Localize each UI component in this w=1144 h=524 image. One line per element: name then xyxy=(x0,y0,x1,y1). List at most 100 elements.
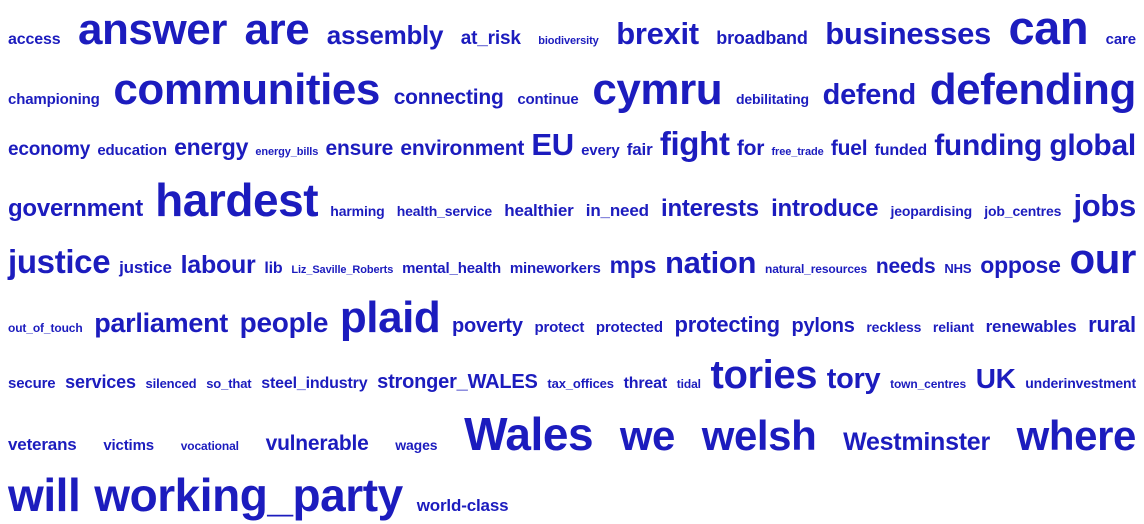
cloud-word: brexit xyxy=(616,16,699,51)
cloud-word: biodiversity xyxy=(538,35,599,47)
cloud-word: mental_health xyxy=(402,260,501,277)
cloud-word: championing xyxy=(8,90,100,108)
cloud-word: access xyxy=(8,31,61,48)
cloud-word: Wales xyxy=(464,407,594,460)
cloud-word: job_centres xyxy=(984,202,1062,219)
cloud-word: protecting xyxy=(674,311,780,337)
cloud-word: vocational xyxy=(180,438,239,453)
cloud-word: are xyxy=(244,5,310,54)
cloud-word: interests xyxy=(661,194,759,222)
cloud-word: mineworkers xyxy=(509,260,601,277)
cloud-word: ensure xyxy=(325,137,394,160)
cloud-word: NHS xyxy=(944,261,972,276)
cloud-word: introduce xyxy=(771,194,879,222)
cloud-word: jobs xyxy=(1073,187,1136,223)
cloud-word: economy xyxy=(8,139,91,160)
cloud-word: EU xyxy=(531,127,574,162)
cloud-row: veterans victims vocational vulnerable wages… xyxy=(8,411,1136,457)
cloud-word: renewables xyxy=(985,316,1077,336)
cloud-word: health_service xyxy=(396,202,493,219)
cloud-word: our xyxy=(1069,235,1137,282)
cloud-word: natural_resources xyxy=(765,262,868,276)
cloud-word: will xyxy=(8,469,81,521)
cloud-row: government hardest harming health_service he… xyxy=(8,177,1136,223)
cloud-word: healthier xyxy=(504,200,574,220)
cloud-row: championing communities connecting continue… xyxy=(8,64,1137,114)
cloud-word: continue xyxy=(517,90,579,108)
cloud-word: plaid xyxy=(339,292,441,342)
cloud-row: justice justice labour lib Liz_Saville_Rober… xyxy=(8,238,1136,280)
cloud-word: oppose xyxy=(980,252,1061,278)
cloud-word: assembly xyxy=(326,20,444,50)
cloud-word: working_party xyxy=(94,469,403,521)
cloud-word: Westminster xyxy=(843,427,990,456)
cloud-word: poverty xyxy=(451,314,523,337)
cloud-word: can xyxy=(1008,1,1089,54)
cloud-word: communities xyxy=(113,64,380,114)
cloud-word: every xyxy=(581,142,620,159)
cloud-word: connecting xyxy=(393,85,504,109)
cloud-word: victims xyxy=(103,436,154,454)
cloud-word: where xyxy=(1016,411,1137,459)
cloud-word: rural xyxy=(1088,311,1136,337)
cloud-word: needs xyxy=(875,255,936,278)
cloud-word: parliament xyxy=(94,307,229,338)
cloud-word: funding xyxy=(934,129,1043,162)
cloud-word: mps xyxy=(609,252,657,278)
cloud-word: silenced xyxy=(145,376,197,391)
cloud-word: protected xyxy=(595,318,663,336)
cloud-word: services xyxy=(65,372,136,392)
cloud-word: protect xyxy=(534,318,585,336)
cloud-word: stronger_WALES xyxy=(377,371,538,393)
cloud-word: reckless xyxy=(866,318,922,335)
cloud-word: underinvestment xyxy=(1025,375,1136,391)
cloud-word: in_need xyxy=(585,200,649,220)
cloud-word: lib xyxy=(264,260,283,277)
cloud-word: wages xyxy=(395,436,438,453)
cloud-row: will working_party world-class xyxy=(8,472,1136,518)
cloud-word: defending xyxy=(929,64,1137,114)
cloud-word: energy xyxy=(174,134,249,160)
cloud-word: free_trade xyxy=(771,146,824,158)
cloud-word: tory xyxy=(826,363,881,395)
cloud-word: secure xyxy=(8,375,56,392)
cloud-word: harming xyxy=(330,202,385,219)
cloud-row: out_of_touch parliament people plaid poverty… xyxy=(8,292,1136,342)
cloud-word: Liz_Saville_Roberts xyxy=(291,264,394,276)
cloud-word: government xyxy=(8,194,143,222)
cloud-word: steel_industry xyxy=(261,375,368,392)
cloud-word: broadband xyxy=(716,28,808,48)
cloud-word: defend xyxy=(822,78,917,111)
cloud-word: cymru xyxy=(592,64,723,114)
cloud-word: veterans xyxy=(8,434,77,454)
cloud-row: access answer are assembly at_risk biodiversi… xyxy=(8,4,1136,52)
cloud-word: environment xyxy=(400,137,525,160)
cloud-word: jeopardising xyxy=(890,202,973,219)
cloud-word: at_risk xyxy=(460,28,521,49)
cloud-word: justice xyxy=(8,243,111,280)
cloud-word: world-class xyxy=(416,496,509,515)
cloud-word: so_that xyxy=(206,376,252,391)
cloud-word: education xyxy=(97,142,167,159)
cloud-word: for xyxy=(736,137,765,160)
cloud-word: fair xyxy=(626,140,653,159)
cloud-word: UK xyxy=(975,363,1016,394)
cloud-word: people xyxy=(239,306,329,338)
cloud-word: energy_bills xyxy=(255,146,319,158)
cloud-word: threat xyxy=(623,375,668,392)
cloud-word: fuel xyxy=(830,137,868,160)
cloud-word: debilitating xyxy=(735,90,809,107)
cloud-row: economy education energy energy_bills ensure… xyxy=(8,127,1136,161)
cloud-word: town_centres xyxy=(890,377,966,391)
cloud-word: tidal xyxy=(676,377,701,391)
cloud-word: welsh xyxy=(701,411,817,459)
cloud-word: nation xyxy=(665,245,757,280)
cloud-word: global xyxy=(1049,129,1136,162)
cloud-word: reliant xyxy=(932,318,974,335)
cloud-word: tories xyxy=(710,353,818,397)
cloud-row: secure services silenced so_that steel_indus… xyxy=(8,355,1136,395)
cloud-word: fight xyxy=(659,125,730,162)
cloud-word: out_of_touch xyxy=(8,320,83,335)
cloud-word: justice xyxy=(119,258,172,277)
